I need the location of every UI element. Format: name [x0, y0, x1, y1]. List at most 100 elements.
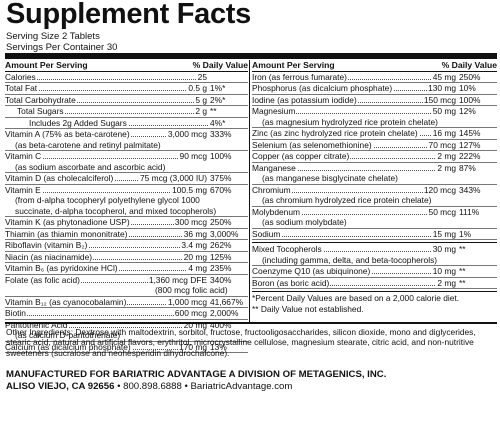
nutrient-source: (as chromium hydrolyzed rice protein che…: [252, 195, 497, 207]
nutrient-name: Magnesium: [252, 106, 297, 116]
nutrient-daily-value: 333%: [209, 129, 248, 140]
nutrient-source: (as sodium molybdate): [252, 217, 497, 229]
nutrient-name: Phosphorus (as dicalcium phosphate): [252, 83, 394, 93]
nutrient-amount: 90 mcg: [178, 151, 208, 162]
nutrient-daily-value: 100%: [209, 151, 248, 162]
nutrient-daily-value: 125%: [209, 251, 248, 262]
nutrient-amount: 300 mcg: [173, 217, 208, 228]
right-nutrient-row: Zinc (as zinc hydrolyzed rice protein ch…: [252, 128, 497, 140]
nutrient-source: (as sodium ascorbate and ascorbic acid): [5, 162, 248, 173]
nutrient-name: Includes 2g Added Sugars: [29, 117, 128, 128]
nutrient-amount: 30 mg: [431, 244, 457, 255]
nutrient-amount: 1,360 mcg DFE: [147, 274, 208, 285]
dv-header: % Daily Value: [441, 60, 497, 70]
footnote-not-established: ** Daily Value not established.: [252, 303, 364, 314]
nutrient-amount: 25: [196, 71, 208, 82]
nutrient-name: Vitamin A (75% as beta-carotene): [5, 129, 131, 139]
leader-dots: [252, 191, 497, 193]
left-column-header: Amount Per Serving % Daily Value: [5, 60, 248, 72]
left-nutrient-row: Total Sugars 2 g **: [5, 106, 248, 118]
nutrient-daily-value: 340%: [209, 274, 248, 285]
right-nutrient-row: Phosphorus (as dicalcium phosphate) 130 m…: [252, 83, 497, 95]
nutrient-name: Molybdenum: [252, 206, 301, 217]
nutrient-amount: 3.4 mg: [180, 240, 208, 251]
nutrient-name: Vitamin C: [5, 151, 43, 161]
left-nutrient-row: Folate (as folic acid) 1,360 mcg DFE 340%: [5, 274, 248, 285]
dv-header: % Daily Value: [192, 60, 248, 70]
nutrient-daily-value: 2%*: [209, 94, 248, 105]
nutrient-name: Iron (as ferrous fumarate): [252, 71, 348, 82]
nutrient-amount: 1,000 mcg: [166, 296, 208, 307]
nutrient-daily-value: 100%: [458, 94, 497, 105]
left-nutrient-row: Vitamin E 100.5 mg 670%: [5, 184, 248, 195]
section-divider: [252, 242, 497, 244]
nutrient-name: Coenzyme Q10 (as ubiquinone): [252, 266, 372, 276]
nutrient-amount: 36 mg: [182, 228, 208, 239]
nutrient-daily-value: **: [458, 277, 497, 288]
nutrient-amount: 45 mg: [431, 71, 457, 82]
nutrient-name: Mixed Tocopherols: [252, 244, 323, 254]
nutrient-name: Copper (as copper citrate): [252, 151, 351, 161]
nutrient-daily-value: 222%: [458, 151, 497, 162]
right-nutrient-row: Chromium 120 mcg 343%: [252, 184, 497, 195]
nutrient-daily-value: 87%: [458, 162, 497, 173]
bottom-divider: [5, 322, 497, 324]
leader-dots: [252, 284, 497, 286]
leader-dots: [5, 158, 248, 159]
leader-dots: [252, 113, 497, 114]
nutrient-name: Selenium (as selenomethionine): [252, 139, 373, 150]
nutrient-daily-value: 343%: [458, 184, 497, 195]
nutrient-name: Manganese: [252, 162, 297, 173]
nutrient-amount: 3,000 mcg: [166, 129, 208, 140]
left-nutrient-row: Includes 2g Added Sugars 4%*: [5, 117, 248, 129]
right-nutrient-row: Molybdenum 50 mcg 111%: [252, 206, 497, 217]
left-nutrient-row: Niacin (as niacinamide) 20 mg 125%: [5, 251, 248, 263]
leader-dots: [5, 90, 248, 91]
right-rows-extra: Mixed Tocopherols 30 mg ** (including gamma…: [252, 244, 497, 289]
nutrient-name: Zinc (as zinc hydrolyzed rice protein ch…: [252, 128, 419, 138]
leader-dots: [5, 258, 248, 260]
left-column: Amount Per Serving % Daily Value Calorie…: [5, 60, 248, 353]
nutrient-name: Calcium (as dicalcium phosphate): [5, 341, 132, 352]
nutrient-name: Total Fat: [5, 83, 39, 93]
nutrient-name: Calories: [5, 71, 37, 82]
other-ingredients: Other Ingredients: Dextrose with maltode…: [6, 327, 476, 358]
nutrient-amount: 75 mcg (3,000 IU): [138, 173, 208, 184]
left-nutrient-row: Total Carbohydrate 5 g 2%*: [5, 94, 248, 106]
right-nutrient-row: Iodine (as potassium iodide) 150 mcg 100%: [252, 94, 497, 106]
leader-dots: [252, 273, 497, 274]
nutrient-daily-value: 250%: [458, 71, 497, 82]
serving-size: Serving Size 2 Tablets: [6, 31, 100, 42]
right-nutrient-row: Magnesium 50 mg 12%: [252, 106, 497, 117]
right-nutrient-row: Manganese 2 mg 87%: [252, 162, 497, 173]
nutrient-amount: 120 mcg: [422, 184, 457, 195]
nutrient-amount: 0.5 g: [187, 83, 208, 94]
left-nutrient-row: Vitamin K (as phytonadione USP) 300 mcg 25…: [5, 217, 248, 229]
nutrient-amount: 2 mg: [436, 151, 457, 162]
left-nutrient-row: Total Fat 0.5 g 1%*: [5, 83, 248, 95]
nutrient-name: Riboflavin (vitamin B₂): [5, 240, 89, 250]
nutrient-daily-value: 3,000%: [209, 228, 248, 239]
leader-dots: [5, 247, 248, 248]
nutrient-daily-value: 10%: [458, 83, 497, 94]
leader-dots: [252, 235, 497, 237]
nutrient-daily-value: 145%: [458, 128, 497, 139]
leader-dots: [17, 113, 248, 114]
nutrient-name: Sodium: [252, 228, 282, 239]
nutrient-daily-value: **: [209, 106, 248, 117]
nutrient-source: (as manganese bisglycinate chelate): [252, 173, 497, 185]
nutrient-daily-value: 1%*: [209, 83, 248, 94]
nutrient-amount: 70 mcg: [427, 139, 457, 150]
nutrient-source: (as calcium D-pantothenate): [5, 330, 248, 342]
left-nutrient-row: Vitamin A (75% as beta-carotene) 3,000 mc…: [5, 129, 248, 140]
nutrient-source: (800 mcg folic acid): [5, 285, 248, 297]
nutrient-amount: 2 mg: [436, 162, 457, 173]
nutrient-name: Pantothenic Acid: [5, 319, 69, 330]
nutrient-name: Total Sugars: [17, 106, 65, 116]
nutrient-daily-value: 250%: [209, 217, 248, 228]
nutrient-name: Vitamin B₆ (as pyridoxine HCl): [5, 263, 119, 273]
nutrient-daily-value: 41,667%: [209, 296, 248, 307]
nutrient-daily-value: 2,000%: [209, 308, 248, 319]
nutrient-daily-value: 400%: [209, 319, 248, 330]
nutrient-name: Thiamin (as thiamin mononitrate): [5, 228, 129, 239]
